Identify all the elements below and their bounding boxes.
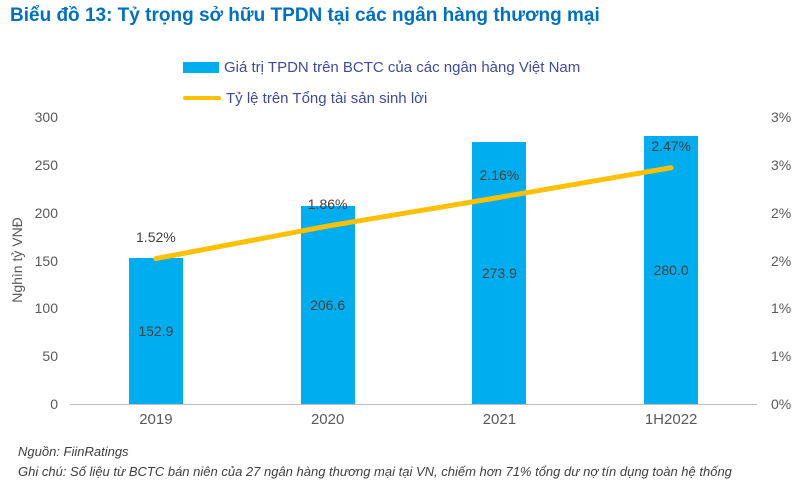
left-axis-tick: 200 [34, 204, 58, 221]
right-axis-tick: 0% [771, 396, 792, 412]
right-axis-tick: 3% [771, 156, 792, 173]
line-value-label: 2.47% [651, 137, 691, 154]
line-value-label: 2.16% [479, 167, 520, 184]
legend-label-line-series: Tỷ lệ trên Tổng tài sản sinh lời [226, 89, 428, 107]
left-axis-tick: 0 [50, 396, 58, 412]
x-axis-label: 1H2022 [644, 411, 698, 428]
line-value-label: 1.52% [136, 228, 176, 245]
legend-item-bar-series: Giá trị TPDN trên BCTC của các ngân hàng… [183, 58, 580, 76]
bar-series-swatch-icon [183, 61, 219, 73]
x-axis-label: 2020 [310, 411, 345, 428]
bar-value-label: 273.9 [481, 264, 517, 281]
legend-item-line-series: Tỷ lệ trên Tổng tài sản sinh lời [183, 89, 580, 107]
right-axis-tick: 1% [771, 300, 792, 317]
right-axis-tick: 2% [771, 204, 792, 221]
x-axis-label: 2019 [139, 411, 173, 428]
chart-footer: Nguồn: FiinRatings Ghi chú: Số liệu từ B… [18, 442, 732, 482]
line-series-swatch-icon [183, 96, 221, 100]
bar-value-label: 206.6 [310, 297, 346, 314]
x-axis-line [70, 404, 757, 405]
left-axis-tick: 150 [34, 252, 58, 269]
right-axis-tick: 3% [771, 109, 792, 125]
source-note: Nguồn: FiinRatings [18, 444, 129, 459]
left-axis-tick: 300 [34, 109, 58, 125]
left-axis-tick: 50 [42, 348, 58, 365]
bar-value-label: 280.0 [653, 262, 689, 279]
bar-value-label: 152.9 [138, 322, 174, 339]
legend-label-bar-series: Giá trị TPDN trên BCTC của các ngân hàng… [224, 58, 581, 76]
footnote: Ghi chú: Số liệu từ BCTC bán niên của 27… [18, 464, 732, 479]
x-axis-label: 2021 [482, 411, 517, 428]
left-axis-tick: 250 [34, 156, 58, 173]
chart-title: Biểu đồ 13: Tỷ trọng sở hữu TPDN tại các… [10, 5, 600, 26]
legend: Giá trị TPDN trên BCTC của các ngân hàng… [183, 58, 580, 120]
bar-2019 [128, 257, 183, 404]
right-axis-tick: 1% [771, 348, 792, 365]
left-axis-tick: 100 [34, 300, 58, 317]
line-value-label: 1.86% [307, 196, 348, 213]
right-axis-tick: 2% [771, 252, 792, 269]
